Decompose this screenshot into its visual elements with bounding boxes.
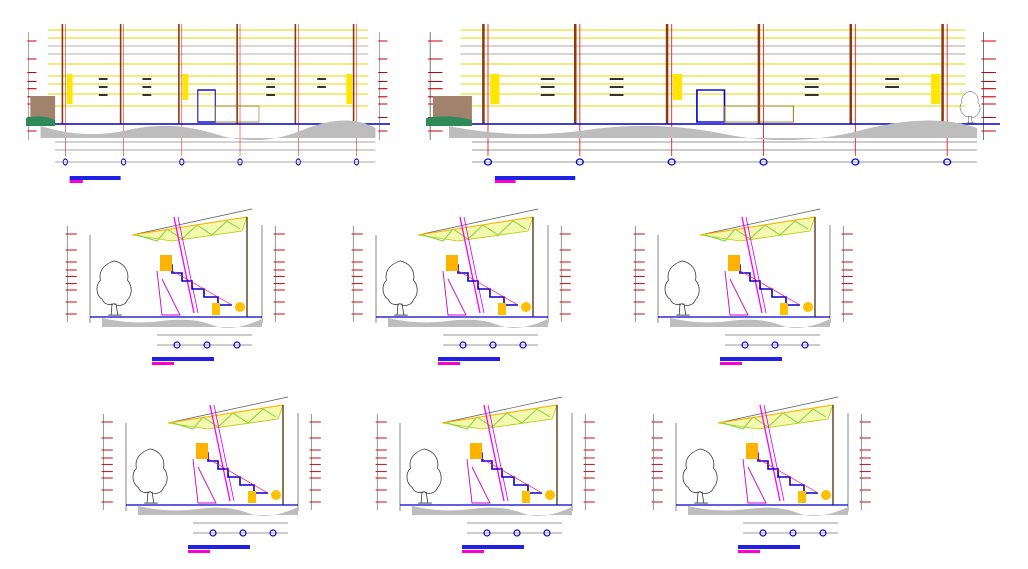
section-3 <box>634 209 853 365</box>
elevation-left <box>26 24 390 183</box>
tree <box>959 90 981 124</box>
section-5 <box>376 397 595 553</box>
section-4 <box>102 397 321 553</box>
section-1 <box>66 209 285 365</box>
section-2 <box>352 209 571 365</box>
elevation-right <box>426 24 1000 183</box>
section-6 <box>652 397 871 553</box>
